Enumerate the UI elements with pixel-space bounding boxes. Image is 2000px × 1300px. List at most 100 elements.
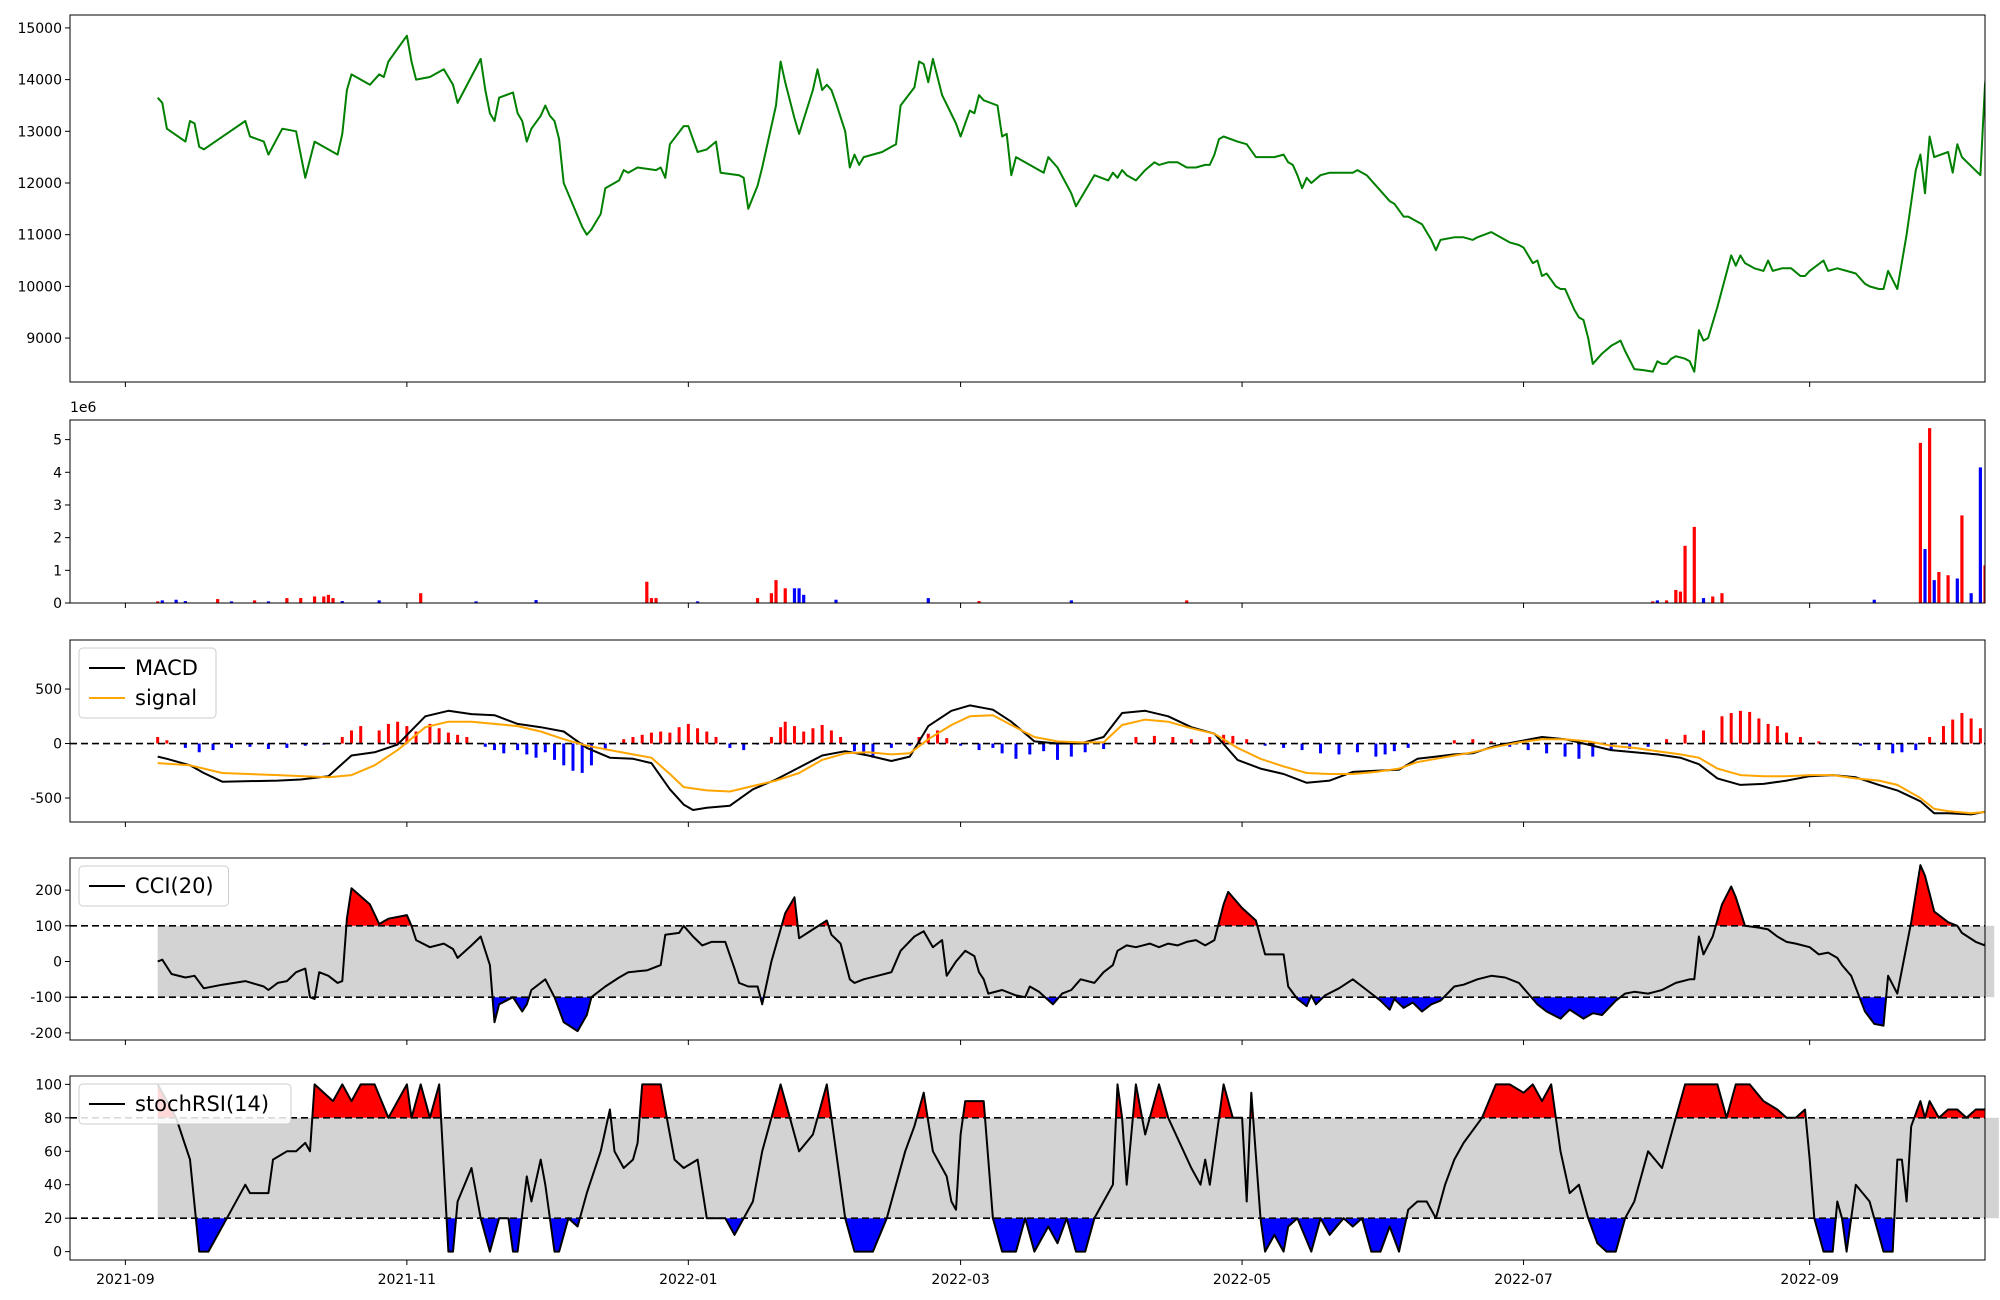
x-tick-label: 2022-03 <box>931 1272 990 1288</box>
volume-bar-up <box>312 596 317 603</box>
stochrsi-oversold-fill <box>1842 1218 1852 1252</box>
price-line <box>156 34 1985 373</box>
macd-hist-bar-down <box>1577 743 1581 759</box>
volume-bar-up <box>326 594 331 603</box>
macd-hist-bar-up <box>377 730 381 744</box>
macd-hist-bar-up <box>1960 713 1964 744</box>
cci-legend-label: CCI(20) <box>135 874 214 898</box>
volume-ytick-label: 5 <box>53 433 62 449</box>
macd-legend-label: signal <box>135 686 197 710</box>
volume-bar-up <box>977 601 981 603</box>
macd-hist-bar-up <box>428 723 432 744</box>
macd-hist-bar-up <box>640 734 644 744</box>
macd-hist-bar-up <box>1702 730 1706 744</box>
macd-hist-bar-up <box>677 727 681 744</box>
macd-hist-bar-down <box>1319 743 1323 754</box>
volume-bar-up <box>1960 515 1964 603</box>
volume-bar-up <box>156 601 160 603</box>
macd-hist-bar-up <box>1471 739 1475 744</box>
volume-bar-up <box>419 593 423 603</box>
macd-hist-bar-down <box>525 743 529 755</box>
cci-line <box>157 864 1985 1033</box>
volume-bar-down <box>1923 549 1927 603</box>
stochrsi-overbought-fill <box>312 1084 441 1118</box>
x-tick-label: 2021-09 <box>96 1272 155 1288</box>
macd-hist-bar-down <box>1563 743 1567 757</box>
macd-hist-bar-down <box>1891 743 1895 754</box>
macd-hist-bar-down <box>248 743 252 747</box>
macd-hist-bar-up <box>465 736 469 744</box>
volume-bar-down <box>183 601 187 603</box>
macd-hist-bar-down <box>889 743 893 748</box>
macd-hist-bar-up <box>839 736 843 744</box>
macd-hist-bar-down <box>183 743 187 748</box>
macd-hist-bar-down <box>1545 743 1549 754</box>
stochrsi-overbought-fill <box>1149 1084 1169 1118</box>
macd-hist-bar-down <box>852 743 856 752</box>
macd-hist-bar-down <box>285 743 289 748</box>
macd-legend-label: MACD <box>135 656 198 680</box>
macd-ytick-label: 500 <box>35 682 62 698</box>
volume-bar-up <box>654 598 658 603</box>
volume-bar-up <box>649 598 654 603</box>
macd-hist-bar-up <box>1189 739 1193 744</box>
stochrsi-overbought-fill <box>1219 1084 1243 1118</box>
macd-hist-bar-up <box>1817 741 1821 744</box>
macd-hist-bar-down <box>1858 743 1862 746</box>
cci-frame <box>69 857 1986 1041</box>
macd-hist-bar-down <box>1383 743 1387 755</box>
volume-offset-label: 1e6 <box>70 400 97 416</box>
macd-hist-bar-down <box>534 743 538 758</box>
macd-hist-bar-up <box>779 727 783 744</box>
cci-ytick-label: -200 <box>30 1026 62 1042</box>
macd-hist-bar-up <box>1941 726 1945 744</box>
volume-bar-down <box>174 599 178 603</box>
macd-hist-bar-down <box>728 743 732 748</box>
macd-hist-bar-down <box>211 743 215 751</box>
macd-hist-bar-up <box>783 721 787 744</box>
macd-hist-bar-down <box>1102 743 1106 749</box>
macd-hist-bar-up <box>1951 719 1955 744</box>
macd-hist-bar-up <box>1757 718 1761 744</box>
macd-hist-bar-down <box>1069 743 1073 757</box>
price-ytick-label: 14000 <box>17 73 62 89</box>
volume-bar-up <box>769 593 773 603</box>
volume-bar-down <box>534 600 538 603</box>
cci-overbought-fill <box>346 888 412 926</box>
macd-hist-bar-down <box>1646 743 1650 747</box>
macd-hist-bar-up <box>1134 736 1138 744</box>
volume-bar-down <box>1955 578 1959 603</box>
macd-hist-bar-up <box>686 723 690 744</box>
cci-overbought-fill <box>1715 886 1745 926</box>
macd-hist-bar-up <box>446 732 450 744</box>
macd-hist-bar-up <box>1969 718 1973 744</box>
macd-hist-bar-up <box>1978 728 1982 744</box>
macd-hist-bar-up <box>769 736 773 744</box>
volume-bar-down <box>792 588 797 603</box>
volume-bar-up <box>1683 545 1687 603</box>
volume-bar-up <box>1720 593 1724 603</box>
macd-hist-bar-down <box>1300 743 1304 751</box>
macd-hist-bar-down <box>571 743 575 771</box>
price-ytick-label: 15000 <box>17 21 62 37</box>
volume-bar-down <box>1655 600 1659 603</box>
price-ytick-label: 11000 <box>17 228 62 244</box>
volume-bar-up <box>774 580 778 603</box>
volume-ytick-label: 4 <box>53 465 62 481</box>
price-ytick-label: 13000 <box>17 124 62 140</box>
cci-ytick-label: -100 <box>30 990 62 1006</box>
stochrsi-line <box>156 1083 1985 1253</box>
volume-bar-up <box>1928 428 1932 603</box>
cci-oversold-fill <box>1045 997 1059 1005</box>
x-tick-label: 2022-01 <box>659 1272 718 1288</box>
macd-hist-bar-down <box>1042 743 1046 752</box>
volume-bar-up <box>285 598 289 603</box>
volume-bar-up <box>645 581 649 603</box>
stochrsi-overbought-fill <box>771 1084 790 1118</box>
macd-hist-bar-down <box>977 743 981 751</box>
x-tick-label: 2022-07 <box>1494 1272 1553 1288</box>
cci-ytick-label: 200 <box>35 883 62 899</box>
macd-hist-bar-up <box>1152 735 1156 744</box>
volume-bar-up <box>1665 600 1669 603</box>
volume-bar-up <box>1937 571 1941 603</box>
